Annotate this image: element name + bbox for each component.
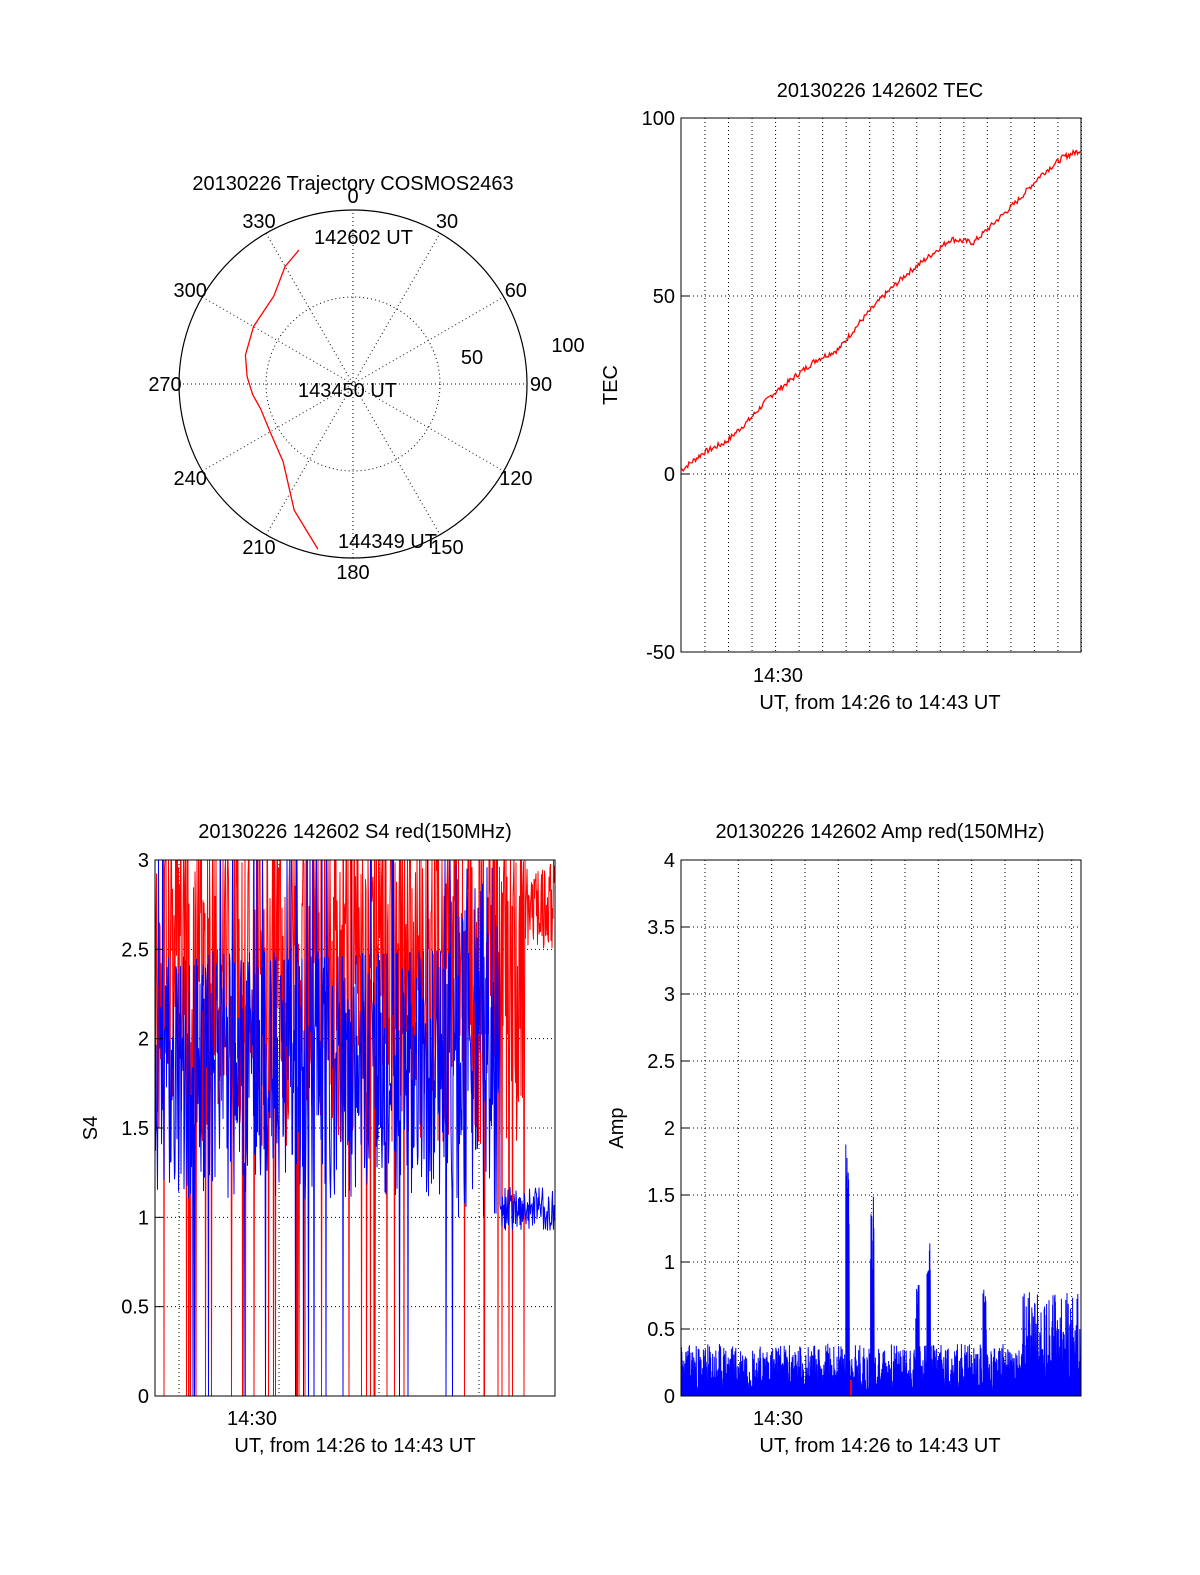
polar-angle-label: 300 xyxy=(173,280,206,302)
y-tick-label: 50 xyxy=(653,286,675,308)
y-tick-label: 0 xyxy=(664,1386,675,1408)
polar-angle-labels: 0 30 60 90 120 150 180 210 240 270 300 330 xyxy=(148,186,552,584)
annotation-mid-time: 143450 UT xyxy=(298,380,397,402)
polar-angle-label: 180 xyxy=(336,562,369,584)
s4-y-ticks: 3 2.5 2 1.5 1 0.5 0 xyxy=(121,850,163,1408)
amp-blue-series xyxy=(681,1144,1081,1396)
polar-angle-label: 330 xyxy=(242,211,275,233)
y-tick-label: 0.5 xyxy=(647,1319,675,1341)
y-tick-label: 2.5 xyxy=(647,1051,675,1073)
y-tick-label: 4 xyxy=(664,850,675,872)
annotation-end-time: 144349 UT xyxy=(338,531,437,553)
y-tick-label: 2 xyxy=(664,1118,675,1140)
y-tick-label: 1.5 xyxy=(647,1185,675,1207)
y-tick-label: 2 xyxy=(138,1029,149,1051)
tec-title: 20130226 142602 TEC xyxy=(777,80,983,102)
y-tick-label: 0 xyxy=(138,1386,149,1408)
polar-grid xyxy=(178,209,528,559)
polar-angle-label: 60 xyxy=(505,280,527,302)
amp-title: 20130226 142602 Amp red(150MHz) xyxy=(715,821,1044,843)
s4-blue-series xyxy=(155,860,555,1396)
polar-angle-label: 150 xyxy=(430,537,463,559)
y-tick-label: 1.5 xyxy=(121,1118,149,1140)
trajectory-line xyxy=(244,249,319,550)
polar-trajectory-panel: 20130226 Trajectory COSMOS2463 0 30 60 90 12… xyxy=(148,173,584,584)
tec-series-line xyxy=(680,148,1081,473)
s4-x-tick-label: 14:30 xyxy=(227,1408,277,1430)
y-tick-label: 0.5 xyxy=(121,1297,149,1319)
s4-panel: 20130226 142602 S4 red(150MHz) 3 2.5 2 1.5 1… xyxy=(80,821,556,1457)
polar-angle-label: 270 xyxy=(148,374,181,396)
s4-title: 20130226 142602 S4 red(150MHz) xyxy=(198,821,512,843)
y-tick-label: -50 xyxy=(646,642,675,664)
y-tick-label: 1 xyxy=(138,1207,149,1229)
y-tick-label: 1 xyxy=(664,1252,675,1274)
s4-xlabel: UT, from 14:26 to 14:43 UT xyxy=(234,1435,475,1457)
y-tick-label: 3.5 xyxy=(647,917,675,939)
y-tick-label: 100 xyxy=(642,108,675,130)
amp-xlabel: UT, from 14:26 to 14:43 UT xyxy=(759,1435,1000,1457)
y-tick-label: 3 xyxy=(664,984,675,1006)
y-tick-label: 3 xyxy=(138,850,149,872)
amp-x-tick-label: 14:30 xyxy=(753,1408,803,1430)
amp-panel: 20130226 142602 Amp red(150MHz) 4 3.5 3 2.5… xyxy=(606,821,1082,1457)
tec-plot-frame xyxy=(680,117,1082,653)
amp-grid xyxy=(681,860,1081,1396)
tec-y-ticks: 100 50 0 -50 xyxy=(642,108,689,664)
y-tick-label: 2.5 xyxy=(121,939,149,961)
polar-title: 20130226 Trajectory COSMOS2463 xyxy=(192,173,513,195)
tec-x-tick-label: 14:30 xyxy=(753,665,803,687)
polar-angle-label: 120 xyxy=(499,468,532,490)
y-tick-label: 0 xyxy=(664,464,675,486)
polar-angle-label: 30 xyxy=(436,211,458,233)
amp-y-ticks: 4 3.5 3 2.5 2 1.5 1 0.5 0 xyxy=(647,850,689,1408)
polar-angle-label: 0 xyxy=(347,186,358,208)
polar-radial-label-100: 100 xyxy=(551,335,584,357)
annotation-start-time: 142602 UT xyxy=(314,227,413,249)
tec-xlabel: UT, from 14:26 to 14:43 UT xyxy=(759,692,1000,714)
polar-angle-label: 90 xyxy=(530,374,552,396)
polar-angle-label: 210 xyxy=(242,537,275,559)
amp-ylabel: Amp xyxy=(606,1107,628,1148)
polar-radial-label-50: 50 xyxy=(461,347,483,369)
tec-ylabel: TEC xyxy=(600,365,622,405)
polar-angle-label: 240 xyxy=(173,468,206,490)
s4-ylabel: S4 xyxy=(80,1116,102,1140)
tec-grid xyxy=(681,118,1082,652)
